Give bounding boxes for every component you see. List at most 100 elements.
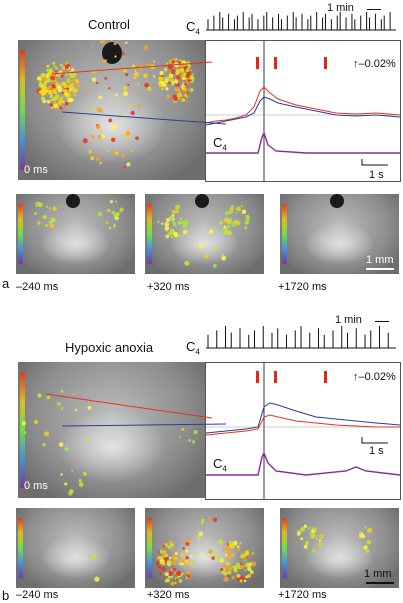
panel-a-frame-3: 1 mm — [280, 194, 399, 274]
activity-pixel — [71, 469, 74, 473]
activity-pixel — [23, 431, 27, 435]
activity-pixel — [108, 87, 111, 90]
activity-pixel — [125, 73, 129, 77]
activity-pixel — [58, 442, 64, 447]
panel-b-time-scale-bar — [375, 321, 389, 322]
activity-pixel — [46, 68, 49, 72]
activity-pixel — [181, 82, 185, 85]
activity-pixel — [176, 571, 181, 576]
activity-pixel — [49, 103, 53, 107]
panel-b-main-image: 0 ms — [18, 362, 205, 498]
activity-pixel — [239, 579, 243, 583]
activity-pixel — [222, 546, 228, 552]
activity-pixel — [193, 429, 198, 435]
activity-pixel — [184, 83, 187, 86]
activity-pixel — [44, 223, 49, 228]
activity-pixel — [55, 87, 58, 90]
activity-pixel — [243, 558, 247, 562]
activity-pixel — [180, 553, 185, 558]
activity-pixel — [162, 551, 167, 556]
activity-pixel — [208, 549, 213, 555]
activity-pixel — [44, 431, 50, 437]
activity-pixel — [106, 221, 109, 225]
activity-pixel — [121, 154, 125, 158]
activity-pixel — [117, 99, 121, 103]
activity-pixel — [245, 552, 250, 556]
activity-pixel — [135, 136, 139, 141]
activity-pixel — [124, 41, 128, 45]
activity-pixel — [170, 568, 173, 572]
activity-pixel — [60, 389, 64, 393]
activity-pixel — [219, 221, 223, 225]
activity-pixel — [175, 58, 178, 61]
panel-b-frame-time: 0 ms — [24, 480, 48, 492]
activity-pixel — [185, 556, 189, 560]
activity-pixel — [122, 85, 128, 91]
activity-pixel — [317, 542, 322, 547]
panel-a-space-bar — [366, 268, 394, 270]
activity-pixel — [223, 576, 229, 582]
activity-pixel — [100, 129, 104, 133]
activity-pixel — [74, 408, 78, 412]
panel-a-title: Control — [88, 17, 130, 32]
activity-pixel — [198, 243, 204, 248]
panel-a-frame-1 — [16, 194, 135, 274]
activity-pixel — [211, 556, 215, 560]
activity-pixel — [40, 73, 46, 78]
activity-pixel — [224, 210, 230, 216]
panel-b-title: Hypoxic anoxia — [65, 340, 154, 355]
activity-pixel — [190, 562, 194, 567]
activity-pixel — [114, 200, 118, 203]
activity-pixel — [48, 206, 52, 210]
activity-pixel — [125, 131, 131, 136]
panel-a-frame-time: 0 ms — [24, 164, 48, 176]
activity-pixel — [310, 533, 315, 539]
activity-pixel — [217, 557, 221, 561]
activity-pixel — [231, 576, 235, 580]
activity-pixel — [50, 71, 56, 76]
panel-b-frame-time-2: +320 ms — [147, 589, 190, 601]
activity-pixel — [110, 137, 116, 143]
activity-pixel — [114, 55, 117, 58]
activity-pixel — [59, 106, 63, 110]
activity-pixel — [157, 565, 162, 570]
activity-pixel — [91, 566, 95, 570]
activity-pixel — [315, 537, 318, 540]
activity-pixel — [223, 571, 228, 576]
activity-pixel — [364, 545, 368, 549]
activity-pixel — [147, 86, 152, 91]
activity-pixel — [164, 572, 169, 577]
activity-pixel — [226, 220, 229, 223]
panel-b-frame-3: 1 mm — [280, 508, 399, 588]
activity-pixel — [33, 419, 39, 425]
activity-pixel — [303, 544, 308, 549]
panel-a-dark-spot — [102, 42, 122, 64]
activity-pixel — [69, 97, 74, 103]
activity-pixel — [36, 76, 41, 81]
panel-a-frame-2 — [145, 194, 264, 274]
activity-pixel — [86, 88, 91, 93]
activity-pixel — [66, 78, 71, 84]
activity-pixel — [251, 551, 255, 556]
activity-pixel — [171, 214, 175, 217]
activity-pixel — [175, 205, 179, 210]
activity-pixel — [128, 104, 132, 108]
activity-pixel — [114, 151, 119, 155]
activity-pixel — [104, 76, 108, 80]
activity-pixel — [47, 71, 52, 77]
activity-pixel — [72, 393, 75, 396]
panel-b-space-bar-label: 1 mm — [364, 568, 392, 580]
activity-pixel — [232, 552, 236, 556]
activity-pixel — [171, 560, 177, 566]
activity-pixel — [84, 437, 89, 442]
activity-pixel — [143, 73, 148, 78]
activity-pixel — [163, 572, 166, 575]
activity-pixel — [69, 489, 74, 494]
activity-pixel — [98, 95, 103, 100]
activity-pixel — [127, 83, 130, 87]
activity-pixel — [164, 221, 170, 227]
activity-pixel — [236, 547, 241, 551]
activity-pixel — [197, 250, 200, 253]
activity-pixel — [167, 571, 173, 577]
activity-pixel — [225, 556, 230, 561]
